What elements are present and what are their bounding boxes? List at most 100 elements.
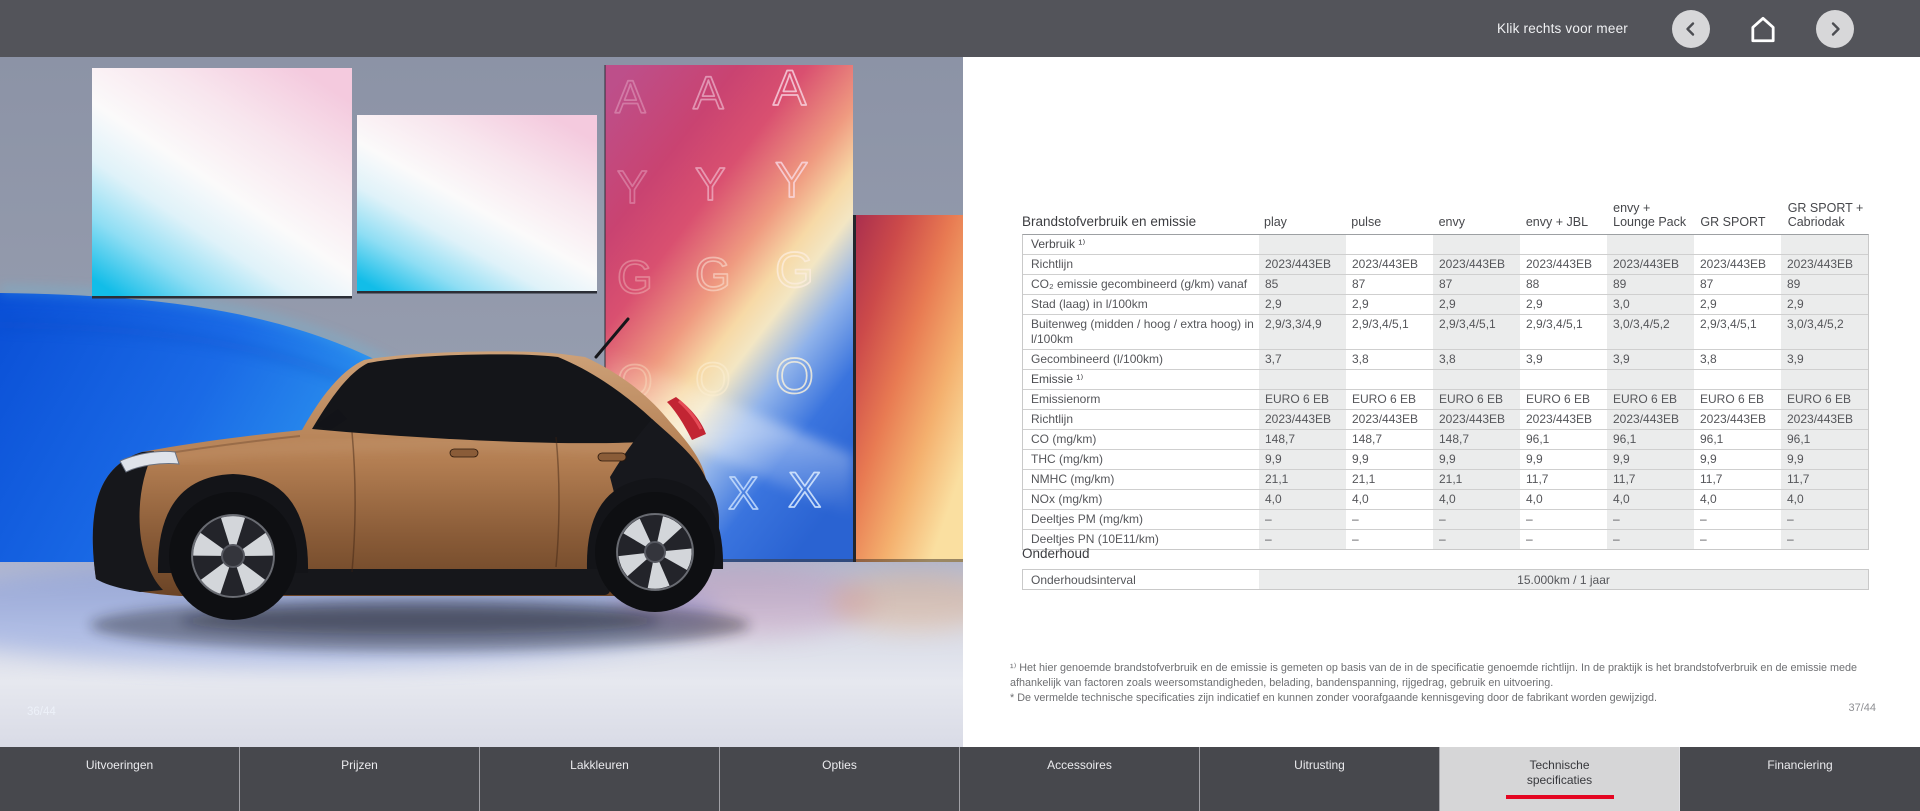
cell-value	[1607, 235, 1694, 254]
cell-value: 4,0	[1433, 490, 1520, 509]
svg-text:A: A	[773, 60, 807, 116]
home-button[interactable]	[1744, 10, 1782, 48]
column-header-gr-sport: GR SPORT	[1700, 215, 1766, 229]
tab-label: Lakkleuren	[570, 758, 629, 772]
cell-value: 3,8	[1700, 352, 1717, 366]
cell-value: 2023/443EB	[1700, 412, 1767, 426]
cell-value: 85	[1259, 275, 1346, 294]
row-label: Emissienorm	[1031, 392, 1101, 406]
bottom-tab-uitvoeringen[interactable]: Uitvoeringen	[0, 747, 240, 811]
page-number-left: 36/44	[27, 706, 56, 718]
cell-value: 87	[1352, 277, 1366, 291]
cell-value: –	[1433, 530, 1520, 549]
bottom-tab-financiering[interactable]: Financiering	[1680, 747, 1920, 811]
door-handle-rear	[597, 452, 627, 462]
tab-label: Prijzen	[341, 758, 378, 772]
cell-value: –	[1607, 530, 1694, 549]
cell-value	[1259, 235, 1346, 254]
bottom-tab-opties[interactable]: Opties	[720, 747, 960, 811]
svg-text:O: O	[695, 353, 731, 405]
cell-value: 96,1	[1526, 432, 1550, 446]
cell-value: 9,9	[1433, 450, 1520, 469]
cell-value: 3,0/3,4/5,2	[1607, 315, 1694, 349]
cell-value: 3,8	[1352, 352, 1369, 366]
spec-data-row: Richtlijn 2023/443EB 2023/443EB 2023/443EB 2…	[1023, 255, 1868, 275]
cell-value: –	[1700, 532, 1707, 546]
spec-table: Brandstofverbruik en emissie play pulse …	[1022, 201, 1869, 550]
row-label: NOx (mg/km)	[1031, 492, 1103, 506]
svg-text:O: O	[775, 348, 814, 404]
next-page-button[interactable]	[1816, 9, 1854, 48]
footnotes: ¹⁾ Het hier genoemde brandstofverbruik e…	[1010, 661, 1874, 706]
row-label: Richtlijn	[1031, 257, 1074, 271]
cell-value: –	[1259, 510, 1346, 529]
row-label: Stad (laag) in l/100km	[1031, 297, 1148, 311]
cell-value: 2,9/3,4/5,1	[1700, 317, 1757, 331]
door-handle-front	[449, 448, 479, 458]
cell-value: –	[1352, 532, 1359, 546]
cell-value: 11,7	[1700, 472, 1723, 486]
bottom-tab-technische-specificaties[interactable]: Technische specificaties	[1440, 747, 1680, 811]
cell-value: 89	[1781, 275, 1868, 294]
tab-label: Accessoires	[1047, 758, 1112, 772]
rear-wheel	[595, 492, 715, 612]
cell-value: 88	[1526, 277, 1540, 291]
chevron-left-icon	[1686, 21, 1695, 36]
cell-value	[1520, 370, 1607, 389]
cell-value: 9,9	[1781, 450, 1868, 469]
bottom-tab-prijzen[interactable]: Prijzen	[240, 747, 480, 811]
cell-value: 4,0	[1607, 490, 1694, 509]
row-label: Emissie ¹⁾	[1031, 372, 1084, 386]
svg-text:G: G	[617, 251, 653, 303]
prev-page-button[interactable]	[1672, 9, 1710, 48]
spec-data-row: Deeltjes PM (mg/km) – – – – – – –	[1023, 510, 1868, 530]
maintenance-section: Onderhoud Onderhoudsinterval 15.000km / …	[1022, 546, 1869, 590]
cell-value: 87	[1700, 277, 1714, 291]
cell-value: 96,1	[1607, 430, 1694, 449]
cell-value: 3,0	[1607, 295, 1694, 314]
page-number-right: 37/44	[1848, 702, 1876, 714]
cell-value: 3,9	[1781, 350, 1868, 369]
cell-value: 2023/443EB	[1433, 410, 1520, 429]
top-bar: Klik rechts voor meer	[0, 0, 1920, 57]
cell-value: –	[1781, 510, 1868, 529]
cell-value: 2,9	[1259, 295, 1346, 314]
front-wheel	[169, 492, 297, 620]
car-mirror	[316, 409, 347, 430]
tab-label: Uitrusting	[1294, 758, 1345, 772]
column-header-envy-jbl: envy + JBL	[1525, 215, 1589, 229]
car-headlight	[119, 450, 180, 473]
cell-value	[1781, 235, 1868, 254]
cell-value	[1433, 235, 1520, 254]
maintenance-value: 15.000km / 1 jaar	[1259, 570, 1868, 589]
cell-value: 2023/443EB	[1352, 257, 1419, 271]
cell-value: 2,9/3,4/5,1	[1352, 317, 1409, 331]
cell-value: 2023/443EB	[1607, 255, 1694, 274]
bottom-tab-uitrusting[interactable]: Uitrusting	[1200, 747, 1440, 811]
footnote-1: ¹⁾ Het hier genoemde brandstofverbruik e…	[1010, 662, 1858, 689]
cell-value	[1694, 235, 1781, 254]
svg-text:G: G	[775, 242, 814, 298]
spec-data-row: CO₂ emissie gecombineerd (g/km) vanaf 85 8…	[1023, 275, 1868, 295]
column-header-pulse: pulse	[1351, 215, 1382, 229]
page-spread: A A A Y Y Y G G G O O O X X	[0, 57, 1920, 747]
bottom-tab-accessoires[interactable]: Accessoires	[960, 747, 1200, 811]
cell-value: 3,0/3,4/5,2	[1781, 315, 1868, 349]
led-panel-warm	[853, 215, 963, 562]
row-label: Deeltjes PN (10E11/km)	[1031, 532, 1159, 546]
cell-value: 2023/443EB	[1259, 410, 1346, 429]
cell-value: 2023/443EB	[1526, 257, 1593, 271]
cell-value: 2,9/3,3/4,9	[1259, 315, 1346, 349]
row-label: Verbruik ¹⁾	[1031, 237, 1086, 251]
cell-value: 148,7	[1352, 432, 1383, 446]
bottom-tab-lakkleuren[interactable]: Lakkleuren	[480, 747, 720, 811]
cell-value: 2023/443EB	[1607, 410, 1694, 429]
cell-value: 2,9	[1781, 295, 1868, 314]
cell-value: 2,9	[1526, 297, 1543, 311]
cell-value: EURO 6 EB	[1700, 392, 1765, 406]
column-header-gr-sport-cabriodak: GR SPORT + Cabriodak	[1787, 201, 1864, 229]
cell-value: 9,9	[1526, 452, 1543, 466]
svg-text:A: A	[615, 71, 646, 123]
row-label: CO₂ emissie gecombineerd (g/km) vanaf	[1031, 277, 1248, 291]
